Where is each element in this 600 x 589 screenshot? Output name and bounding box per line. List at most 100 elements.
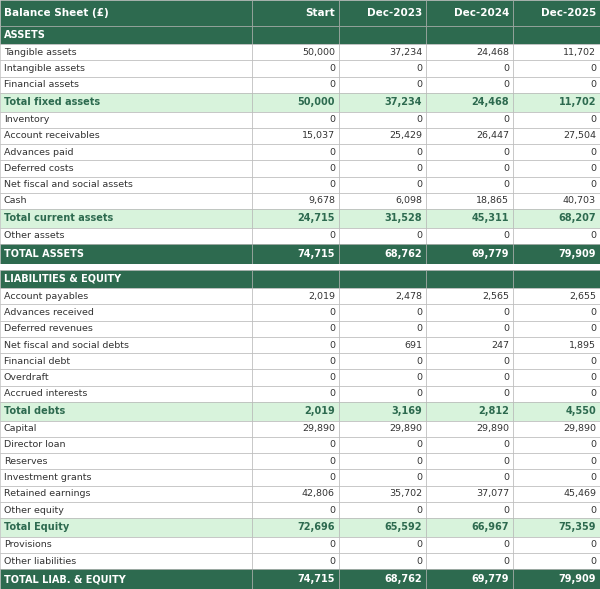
Text: 0: 0 [329,180,335,189]
Bar [252,128,339,144]
Text: 0: 0 [590,148,596,157]
Bar [513,144,600,160]
Bar [426,337,513,353]
Text: 0: 0 [503,540,509,550]
Text: 29,890: 29,890 [389,424,422,433]
Bar [0,111,252,128]
Bar [513,502,600,518]
Bar [426,386,513,402]
Bar [252,193,339,209]
Text: 50,000: 50,000 [302,48,335,57]
Text: Capital: Capital [4,424,37,433]
Text: 25,429: 25,429 [389,131,422,140]
Text: 691: 691 [404,340,422,349]
Bar [426,502,513,518]
Bar [252,61,339,77]
Bar [513,288,600,305]
Bar [513,270,600,288]
Bar [0,386,252,402]
Bar [426,569,513,589]
Text: Net fiscal and social debts: Net fiscal and social debts [4,340,129,349]
Bar [0,177,252,193]
Text: 0: 0 [329,540,335,550]
Bar [0,244,252,264]
Bar [252,537,339,553]
Text: 0: 0 [329,357,335,366]
Bar [426,111,513,128]
Bar [513,369,600,386]
Bar [0,353,252,369]
Text: 0: 0 [416,389,422,398]
Bar [426,61,513,77]
Text: 0: 0 [503,357,509,366]
Bar [252,421,339,437]
Text: 0: 0 [590,64,596,73]
Text: Other equity: Other equity [4,505,64,515]
Text: 0: 0 [329,325,335,333]
Text: 74,715: 74,715 [298,249,335,259]
Text: 50,000: 50,000 [298,97,335,107]
Bar [339,485,426,502]
Text: 2,655: 2,655 [569,292,596,301]
Bar [252,77,339,93]
Text: 0: 0 [329,373,335,382]
Bar [252,209,339,228]
Bar [0,421,252,437]
Text: 37,077: 37,077 [476,489,509,498]
Bar [252,386,339,402]
Bar [426,128,513,144]
Text: 0: 0 [503,164,509,173]
Bar [339,437,426,453]
Bar [513,77,600,93]
Text: 0: 0 [590,325,596,333]
Bar [339,228,426,244]
Text: 0: 0 [329,148,335,157]
Text: Reserves: Reserves [4,456,47,466]
Bar [339,305,426,320]
Bar [0,569,252,589]
Text: 0: 0 [416,115,422,124]
Text: 0: 0 [503,373,509,382]
Bar [426,0,513,25]
Text: Provisions: Provisions [4,540,52,550]
Text: 0: 0 [590,540,596,550]
Text: 29,890: 29,890 [476,424,509,433]
Text: ASSETS: ASSETS [4,30,46,40]
Bar [252,177,339,193]
Bar [252,553,339,569]
Text: Tangible assets: Tangible assets [4,48,77,57]
Bar [513,193,600,209]
Bar [0,61,252,77]
Text: Deferred costs: Deferred costs [4,164,74,173]
Bar [426,177,513,193]
Bar [339,144,426,160]
Text: 27,504: 27,504 [563,131,596,140]
Bar [426,305,513,320]
Bar [339,25,426,44]
Bar [339,44,426,61]
Text: 0: 0 [329,505,335,515]
Bar [252,337,339,353]
Bar [252,437,339,453]
Bar [252,453,339,469]
Text: 0: 0 [416,164,422,173]
Text: 0: 0 [416,357,422,366]
Text: 24,468: 24,468 [472,97,509,107]
Bar [339,386,426,402]
Bar [339,553,426,569]
Bar [426,209,513,228]
Text: Total debts: Total debts [4,406,65,416]
Bar [426,144,513,160]
Bar [0,228,252,244]
Bar [0,209,252,228]
Text: 247: 247 [491,340,509,349]
Text: 0: 0 [329,389,335,398]
Bar [426,93,513,111]
Text: Total Equity: Total Equity [4,522,69,532]
Text: Net fiscal and social assets: Net fiscal and social assets [4,180,133,189]
Bar [513,128,600,144]
Text: 0: 0 [416,456,422,466]
Text: Dec-2025: Dec-2025 [541,8,596,18]
Bar [513,160,600,177]
Bar [252,569,339,589]
